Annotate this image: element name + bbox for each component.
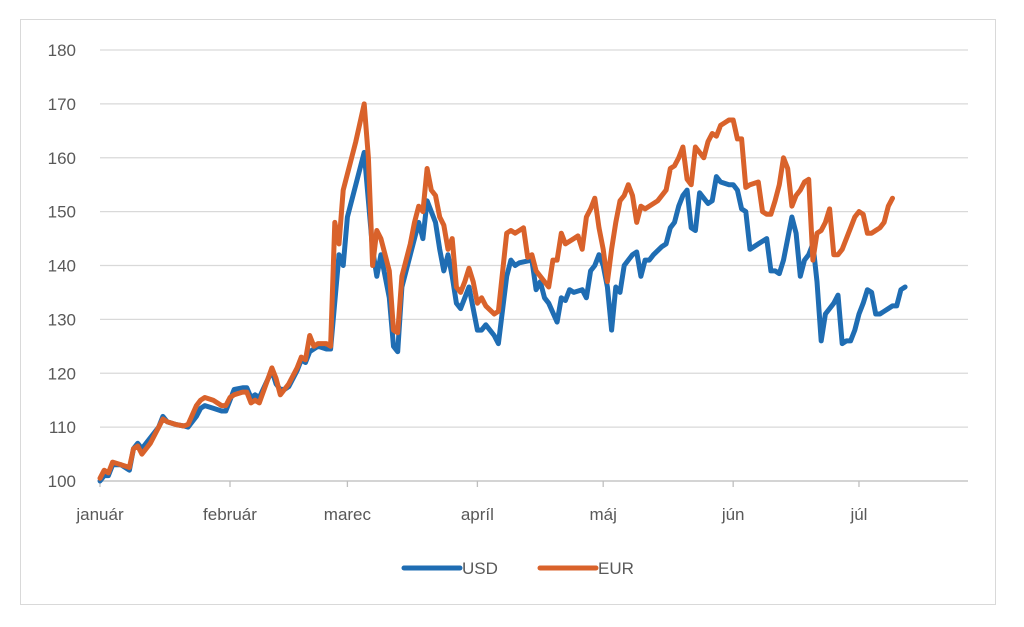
legend-label-usd: USD <box>462 559 498 578</box>
series-line-eur <box>97 101 895 481</box>
y-tick-label: 130 <box>48 310 76 329</box>
y-axis-ticks: 100 110 120 130 140 150 160 170 180 <box>48 41 76 491</box>
x-tick-label: jún <box>721 505 745 524</box>
y-tick-label: 140 <box>48 257 76 276</box>
x-tick-label: január <box>75 505 124 524</box>
series-line-usd <box>97 149 908 484</box>
y-tick-label: 100 <box>48 472 76 491</box>
y-tick-label: 150 <box>48 203 76 222</box>
chart-frame <box>20 19 996 605</box>
y-tick-label: 170 <box>48 95 76 114</box>
y-tick-label: 180 <box>48 41 76 60</box>
x-tick-label: júl <box>849 505 867 524</box>
y-tick-label: 160 <box>48 149 76 168</box>
legend: USD EUR <box>401 559 634 578</box>
x-tick-label: február <box>203 505 257 524</box>
x-axis-ticks: január február marec apríl máj jún júl <box>75 480 968 524</box>
x-tick-label: apríl <box>461 505 494 524</box>
series-lines <box>97 101 908 484</box>
legend-label-eur: EUR <box>598 559 634 578</box>
y-tick-label: 110 <box>49 418 76 437</box>
y-tick-label: 120 <box>48 364 76 383</box>
x-tick-label: máj <box>589 505 616 524</box>
x-tick-label: marec <box>324 505 372 524</box>
